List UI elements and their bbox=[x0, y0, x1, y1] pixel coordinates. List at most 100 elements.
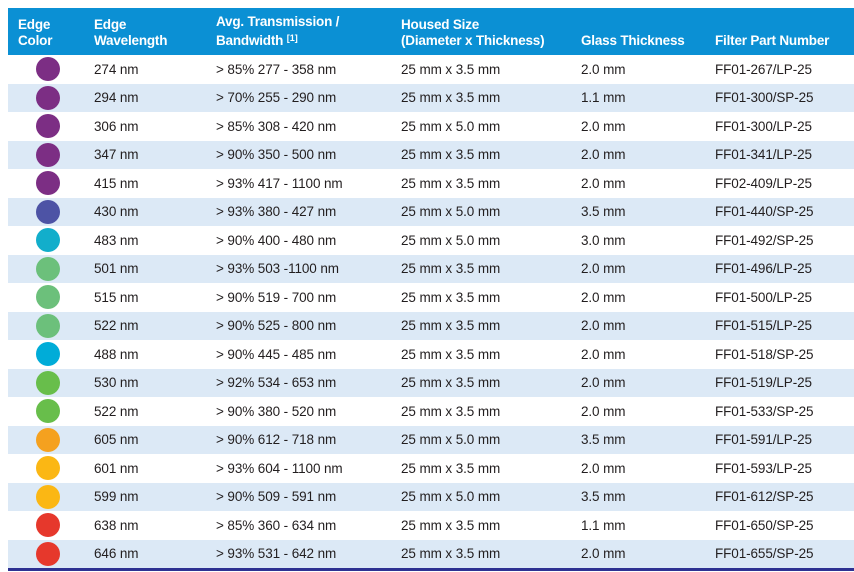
cell-edge-wavelength: 347 nm bbox=[94, 147, 139, 163]
cell-edge-wavelength: 530 nm bbox=[94, 375, 139, 391]
col-header-label: Avg. Transmission / bbox=[216, 14, 340, 29]
cell-housed-size: 25 mm x 5.0 mm bbox=[401, 204, 501, 220]
cell-housed-size: 25 mm x 3.5 mm bbox=[401, 546, 501, 562]
cell-edge-color bbox=[8, 541, 88, 566]
filter-table: Edge Color Edge Wavelength Avg. Transmis… bbox=[8, 8, 854, 571]
table-row: 522 nm > 90% 525 - 800 nm 25 mm x 3.5 mm… bbox=[8, 311, 854, 340]
col-header-edge-wavelength: Edge Wavelength bbox=[88, 17, 210, 49]
cell-glass-thickness: 2.0 mm bbox=[581, 261, 626, 277]
cell-transmission: > 93% 380 - 427 nm bbox=[216, 204, 337, 220]
col-header-label: Wavelength bbox=[94, 33, 168, 48]
cell-part-number: FF01-591/LP-25 bbox=[715, 432, 812, 448]
table-row: 605 nm > 90% 612 - 718 nm 25 mm x 5.0 mm… bbox=[8, 425, 854, 454]
col-header-label: Housed Size bbox=[401, 17, 480, 32]
table-row: 646 nm > 93% 531 - 642 nm 25 mm x 3.5 mm… bbox=[8, 539, 854, 568]
cell-part-number: FF01-492/SP-25 bbox=[715, 232, 814, 248]
cell-housed-size: 25 mm x 3.5 mm bbox=[401, 318, 501, 334]
cell-edge-color bbox=[8, 399, 88, 424]
table-row: 501 nm > 93% 503 -1100 nm 25 mm x 3.5 mm… bbox=[8, 254, 854, 283]
cell-edge-wavelength: 599 nm bbox=[94, 489, 139, 505]
cell-part-number: FF01-515/LP-25 bbox=[715, 318, 812, 334]
cell-transmission: > 93% 604 - 1100 nm bbox=[216, 460, 343, 476]
table-row: 638 nm > 85% 360 - 634 nm 25 mm x 3.5 mm… bbox=[8, 511, 854, 540]
cell-transmission: > 90% 519 - 700 nm bbox=[216, 289, 337, 305]
cell-edge-color bbox=[8, 456, 88, 481]
cell-glass-thickness: 3.5 mm bbox=[581, 489, 626, 505]
cell-glass-thickness: 2.0 mm bbox=[581, 175, 626, 191]
cell-housed-size: 25 mm x 3.5 mm bbox=[401, 289, 501, 305]
cell-housed-size: 25 mm x 3.5 mm bbox=[401, 346, 501, 362]
cell-edge-color bbox=[8, 85, 88, 110]
cell-transmission: > 93% 503 -1100 nm bbox=[216, 261, 339, 277]
col-header-edge-color: Edge Color bbox=[8, 17, 88, 49]
edge-color-dot-purple bbox=[36, 142, 60, 167]
table-row: 415 nm > 93% 417 - 1100 nm 25 mm x 3.5 m… bbox=[8, 169, 854, 198]
table-row: 483 nm > 90% 400 - 480 nm 25 mm x 5.0 mm… bbox=[8, 226, 854, 255]
cell-edge-color bbox=[8, 171, 88, 196]
col-header-transmission-bandwidth: Avg. Transmission / Bandwidth [1] bbox=[210, 14, 395, 49]
cell-transmission: > 92% 534 - 653 nm bbox=[216, 375, 337, 391]
cell-edge-color bbox=[8, 342, 88, 367]
edge-color-dot-soft-green bbox=[36, 285, 60, 310]
cell-edge-color bbox=[8, 313, 88, 338]
cell-housed-size: 25 mm x 3.5 mm bbox=[401, 375, 501, 391]
edge-color-dot-green bbox=[36, 399, 60, 424]
cell-housed-size: 25 mm x 5.0 mm bbox=[401, 489, 501, 505]
cell-edge-wavelength: 601 nm bbox=[94, 460, 139, 476]
cell-edge-wavelength: 605 nm bbox=[94, 432, 139, 448]
cell-part-number: FF01-300/LP-25 bbox=[715, 118, 812, 134]
cell-part-number: FF01-655/SP-25 bbox=[715, 546, 814, 562]
cell-part-number: FF01-496/LP-25 bbox=[715, 261, 812, 277]
cell-edge-wavelength: 488 nm bbox=[94, 346, 139, 362]
edge-color-dot-purple bbox=[36, 114, 60, 139]
col-header-label: Color bbox=[18, 33, 53, 48]
cell-transmission: > 90% 445 - 485 nm bbox=[216, 346, 337, 362]
edge-color-dot-green bbox=[36, 370, 60, 395]
cell-part-number: FF01-300/SP-25 bbox=[715, 90, 814, 106]
cell-part-number: FF01-267/LP-25 bbox=[715, 61, 812, 77]
table-row: 522 nm > 90% 380 - 520 nm 25 mm x 3.5 mm… bbox=[8, 397, 854, 426]
cell-part-number: FF01-518/SP-25 bbox=[715, 346, 814, 362]
cell-housed-size: 25 mm x 3.5 mm bbox=[401, 403, 501, 419]
cell-edge-wavelength: 522 nm bbox=[94, 318, 139, 334]
cell-glass-thickness: 2.0 mm bbox=[581, 460, 626, 476]
cell-edge-wavelength: 515 nm bbox=[94, 289, 139, 305]
cell-glass-thickness: 2.0 mm bbox=[581, 61, 626, 77]
edge-color-dot-red bbox=[36, 541, 60, 566]
cell-transmission: > 70% 255 - 290 nm bbox=[216, 90, 337, 106]
col-header-label: Glass Thickness bbox=[581, 33, 685, 48]
edge-color-dot-purple bbox=[36, 57, 60, 82]
edge-color-dot-cyan bbox=[36, 228, 60, 253]
cell-housed-size: 25 mm x 3.5 mm bbox=[401, 175, 501, 191]
table-row: 530 nm > 92% 534 - 653 nm 25 mm x 3.5 mm… bbox=[8, 368, 854, 397]
table-header-row: Edge Color Edge Wavelength Avg. Transmis… bbox=[8, 8, 854, 55]
cell-edge-color bbox=[8, 484, 88, 509]
cell-housed-size: 25 mm x 3.5 mm bbox=[401, 61, 501, 77]
cell-housed-size: 25 mm x 5.0 mm bbox=[401, 232, 501, 248]
cell-glass-thickness: 1.1 mm bbox=[581, 517, 626, 533]
table-row: 294 nm > 70% 255 - 290 nm 25 mm x 3.5 mm… bbox=[8, 83, 854, 112]
cell-transmission: > 93% 417 - 1100 nm bbox=[216, 175, 343, 191]
cell-transmission: > 90% 612 - 718 nm bbox=[216, 432, 337, 448]
table-row: 306 nm > 85% 308 - 420 nm 25 mm x 5.0 mm… bbox=[8, 112, 854, 141]
cell-edge-wavelength: 646 nm bbox=[94, 546, 139, 562]
table-row: 488 nm > 90% 445 - 485 nm 25 mm x 3.5 mm… bbox=[8, 340, 854, 369]
col-header-label: Bandwidth [1] bbox=[216, 33, 298, 48]
cell-edge-wavelength: 274 nm bbox=[94, 61, 139, 77]
cell-housed-size: 25 mm x 3.5 mm bbox=[401, 147, 501, 163]
cell-glass-thickness: 2.0 mm bbox=[581, 346, 626, 362]
cell-edge-wavelength: 306 nm bbox=[94, 118, 139, 134]
edge-color-dot-red bbox=[36, 513, 60, 538]
cell-glass-thickness: 1.1 mm bbox=[581, 90, 626, 106]
table-body: 274 nm > 85% 277 - 358 nm 25 mm x 3.5 mm… bbox=[8, 55, 854, 568]
table-row: 515 nm > 90% 519 - 700 nm 25 mm x 3.5 mm… bbox=[8, 283, 854, 312]
edge-color-dot-gold bbox=[36, 484, 60, 509]
cell-edge-color bbox=[8, 228, 88, 253]
cell-glass-thickness: 2.0 mm bbox=[581, 546, 626, 562]
cell-housed-size: 25 mm x 5.0 mm bbox=[401, 432, 501, 448]
cell-edge-color bbox=[8, 142, 88, 167]
cell-part-number: FF01-440/SP-25 bbox=[715, 204, 814, 220]
table-row: 601 nm > 93% 604 - 1100 nm 25 mm x 3.5 m… bbox=[8, 454, 854, 483]
edge-color-dot-gold bbox=[36, 456, 60, 481]
edge-color-dot-soft-green bbox=[36, 313, 60, 338]
